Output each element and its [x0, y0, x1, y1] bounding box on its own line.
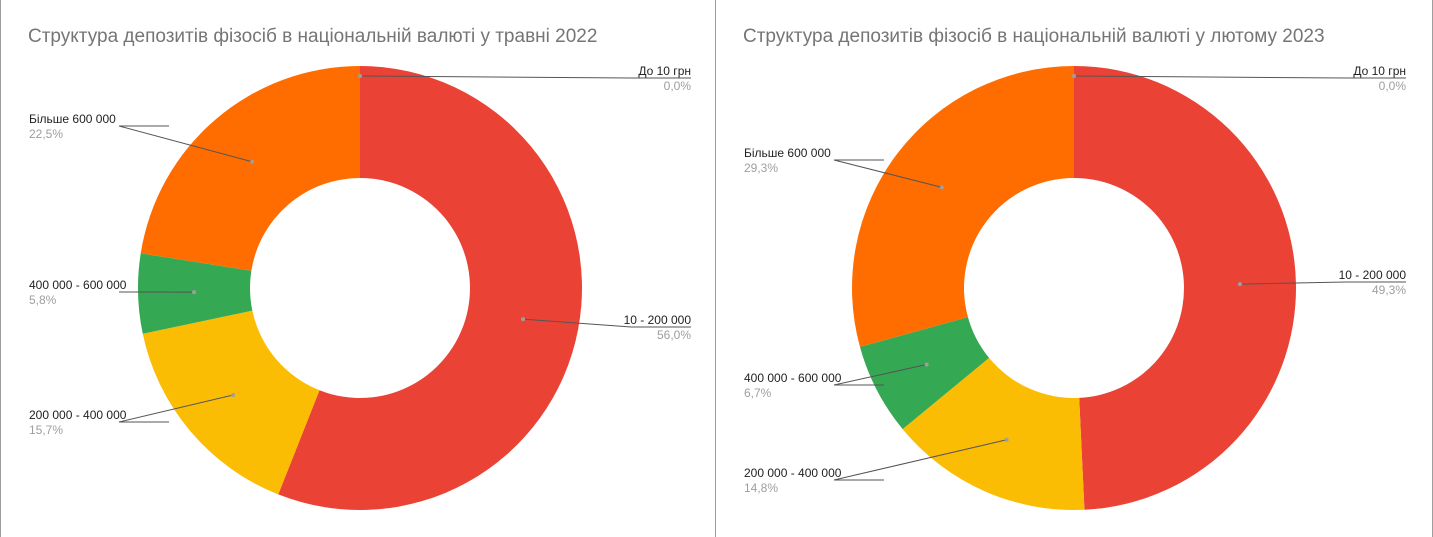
- leader-dot: [1237, 282, 1242, 287]
- slice-200-000-400-000: [142, 310, 320, 495]
- slice-value-label: 49,3%: [1372, 283, 1406, 297]
- leader-dot: [192, 290, 197, 295]
- chart-title: Структура депозитів фізосіб в національн…: [28, 26, 598, 47]
- slice-value-label: 29,3%: [744, 161, 778, 175]
- leader-line: [1073, 75, 1406, 79]
- slice-value-label: 0,0%: [1379, 79, 1407, 93]
- leader-line: [1239, 281, 1406, 285]
- slice-category-label: До 10 грн: [638, 64, 691, 78]
- leader-dot: [924, 362, 929, 367]
- leader-line: [523, 318, 691, 328]
- donut-slices: [852, 66, 1297, 511]
- leader-line: [833, 159, 943, 188]
- leader-dot: [250, 159, 255, 164]
- slice-більше-600-000: [852, 66, 1074, 347]
- leader-line: [118, 394, 234, 423]
- leader-dot: [1004, 437, 1009, 442]
- slice-10-200-000: [278, 66, 582, 510]
- slice-category-label: Більше 600 000: [744, 146, 831, 160]
- slice-більше-600-000: [140, 65, 360, 271]
- chart-panel-may-2022: Структура депозитів фізосіб в національн…: [0, 0, 715, 537]
- leader-dot: [358, 74, 362, 78]
- slice-value-label: 22,5%: [29, 127, 63, 141]
- slice-200-000-400-000: [902, 357, 1085, 511]
- leader-line: [833, 363, 927, 386]
- donut-slices: [138, 65, 582, 510]
- slice-category-label: 10 - 200 000: [1339, 268, 1407, 282]
- slice-value-label: 15,7%: [29, 423, 63, 437]
- leader-dot: [231, 393, 236, 398]
- slice-value-label: 5,8%: [29, 293, 57, 307]
- slice-category-label: До 10 грн: [1353, 64, 1406, 78]
- slice-category-label: 400 000 - 600 000: [29, 278, 127, 292]
- slice-category-label: 200 000 - 400 000: [744, 466, 842, 480]
- leader-line: [359, 75, 691, 79]
- slice-category-label: Більше 600 000: [29, 112, 116, 126]
- leader-line: [833, 439, 1007, 481]
- slice-400-000-600-000: [859, 317, 990, 430]
- chart-panel-february-2023: Структура депозитів фізосіб в національн…: [715, 0, 1433, 537]
- chart-title: Структура депозитів фізосіб в національн…: [743, 26, 1325, 47]
- leader-line: [118, 125, 253, 163]
- slice-value-label: 0,0%: [664, 79, 692, 93]
- slice-category-label: 10 - 200 000: [624, 313, 692, 327]
- slice-10-200-000: [1074, 66, 1297, 510]
- leader-dot: [521, 317, 526, 322]
- leader-dot: [939, 185, 944, 190]
- slice-value-label: 56,0%: [657, 328, 691, 342]
- slice-value-label: 6,7%: [744, 386, 772, 400]
- slice-value-label: 14,8%: [744, 481, 778, 495]
- slice-category-label: 200 000 - 400 000: [29, 408, 127, 422]
- leader-dot: [1072, 74, 1076, 78]
- slice-category-label: 400 000 - 600 000: [744, 371, 842, 385]
